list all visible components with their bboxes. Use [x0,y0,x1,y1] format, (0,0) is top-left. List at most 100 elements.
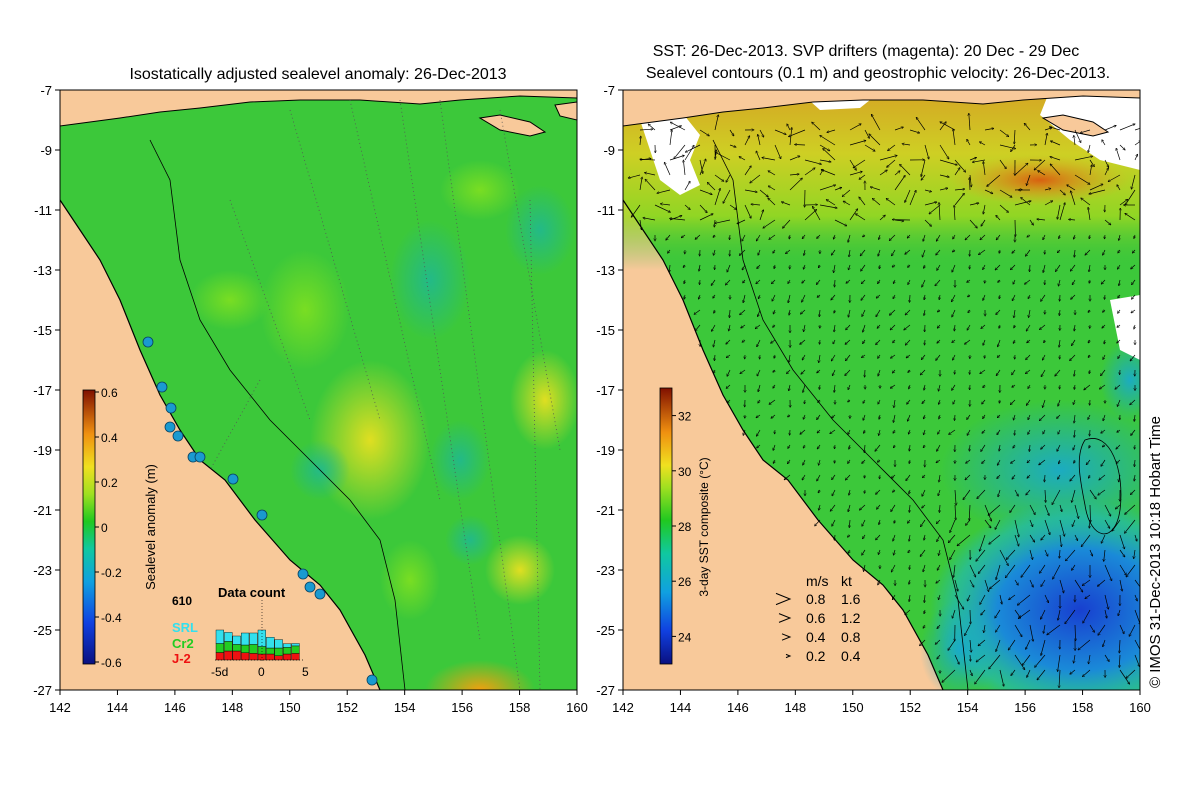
data-count-bar-srl [283,644,291,648]
velocity-legend-header-kt: kt [841,573,852,589]
velocity-arrow [925,340,926,345]
sst-hot-spot [950,155,1130,205]
y-tick-label: -7 [40,83,52,98]
x-tick-label: 158 [1072,700,1094,715]
data-count-bar-cr2 [224,641,232,651]
velocity-arrow [835,280,836,287]
data-count-bar-j2 [224,651,232,660]
colorbar-tick-label: 0 [101,521,108,535]
velocity-arrow [1135,445,1136,449]
right-colorbar-bar [660,388,672,664]
data-count-bar-srl [275,640,283,648]
y-tick-label: -9 [40,143,52,158]
y-tick-label: -25 [33,623,52,638]
x-tick-label: 148 [784,700,806,715]
data-count-xtick: 0 [258,665,265,679]
x-tick-label: 142 [49,700,71,715]
velocity-legend-kt: 0.4 [841,648,861,664]
y-tick-label: -19 [33,443,52,458]
right-map [623,90,1200,720]
x-tick-label: 146 [164,700,186,715]
data-count-bar-cr2 [258,647,266,655]
x-tick-label: 160 [566,700,588,715]
y-tick-label: -15 [33,323,52,338]
data-count-title: Data count [218,585,286,600]
left-colorbar-label: Sealevel anomaly (m) [143,464,158,590]
x-tick-label: 146 [727,700,749,715]
velocity-legend-ms: 0.6 [806,610,826,626]
data-count-xtick: 5 [302,665,309,679]
y-tick-label: -21 [596,503,615,518]
y-tick-label: -27 [596,683,615,698]
velocity-arrow [985,355,986,358]
left-map [60,90,580,720]
right-y-axis: -7-9-11-13-15-17-19-21-23-25-27 [596,83,623,698]
y-tick-label: -23 [596,563,615,578]
velocity-arrow [700,280,701,285]
velocity-arrow [1090,430,1091,436]
data-count-bar-j2 [283,654,291,660]
x-tick-label: 150 [279,700,301,715]
velocity-legend-kt: 1.6 [841,591,861,607]
data-count-bar-j2 [250,653,258,660]
anomaly-high [485,535,555,605]
data-count-bar-j2 [275,656,283,660]
data-count-bar-j2 [216,653,224,661]
colorbar-tick-label: 0.6 [101,386,118,400]
x-tick-label: 152 [899,700,921,715]
velocity-legend-kt: 1.2 [841,610,861,626]
velocity-arrow [795,145,805,146]
velocity-legend-header-ms: m/s [806,573,829,589]
x-tick-label: 142 [612,700,634,715]
y-tick-label: -9 [603,143,615,158]
data-count-bar-j2 [266,654,274,660]
anomaly-high [260,250,350,370]
y-tick-label: -7 [603,83,615,98]
velocity-arrow [955,415,956,420]
data-count-bar-srl [250,633,258,644]
velocity-legend-ms: 0.4 [806,629,826,645]
data-count-bar-cr2 [275,648,283,656]
anomaly-low [445,515,495,565]
anomaly-high [380,540,440,620]
x-tick-label: 160 [1129,700,1151,715]
data-count-bar-cr2 [250,644,258,653]
velocity-arrow [970,655,971,661]
data-count-max: 610 [172,594,192,608]
velocity-arrow [1015,430,1016,435]
right-colorbar-label: 3-day SST composite (°C) [697,457,711,596]
x-tick-label: 156 [451,700,473,715]
data-count-bar-srl [233,636,241,644]
data-count-bar-srl [292,644,300,646]
colorbar-tick-label: 28 [678,520,692,534]
data-count-bar-srl [224,632,232,641]
anomaly-high [440,160,520,220]
colorbar-tick-label: 30 [678,465,692,479]
data-count-bar-j2 [292,653,300,660]
legend-j2: J-2 [172,651,191,666]
y-tick-label: -11 [597,203,615,218]
velocity-arrow [1090,505,1091,522]
legend-cr2: Cr2 [172,636,194,651]
y-tick-label: -19 [596,443,615,458]
colorbar-tick-label: 0.2 [101,476,118,490]
velocity-legend-kt: 0.8 [841,629,861,645]
y-tick-label: -17 [33,383,52,398]
velocity-arrow [835,445,836,449]
y-tick-label: -15 [596,323,615,338]
imos-credit: © IMOS 31-Dec-2013 10:18 Hobart Time [1147,416,1164,688]
y-tick-label: -17 [596,383,615,398]
x-tick-label: 158 [509,700,531,715]
colorbar-tick-label: -0.6 [101,656,122,670]
data-count-bar-cr2 [233,644,241,651]
left-colorbar-bar [83,390,95,664]
velocity-arrow [1105,295,1106,299]
anomaly-low [505,185,575,275]
data-count-bar-cr2 [216,644,224,653]
colorbar-tick-label: -0.2 [101,566,122,580]
y-tick-label: -27 [33,683,52,698]
x-tick-label: 144 [107,700,129,715]
data-count-xtick: -5d [211,665,228,679]
